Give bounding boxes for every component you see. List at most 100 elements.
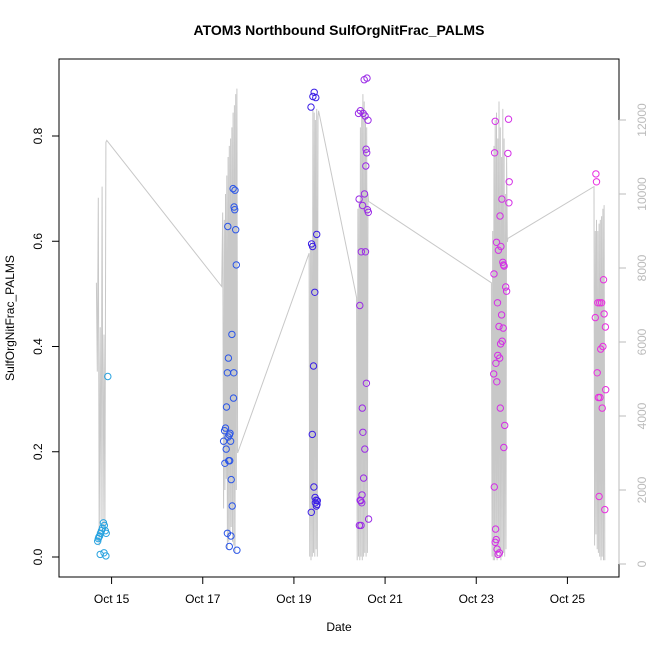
data-point (595, 492, 603, 501)
data-point (496, 354, 504, 362)
y2-tick-label: 2000 (635, 476, 649, 503)
data-point (356, 301, 364, 310)
data-point (313, 497, 321, 505)
data-point (228, 502, 236, 510)
data-point (602, 386, 610, 394)
data-point (594, 299, 602, 307)
data-point (219, 437, 228, 445)
data-point (490, 149, 499, 157)
data-point (312, 93, 320, 102)
data-point (228, 330, 236, 339)
data-point (358, 201, 367, 210)
y-axis: 0.0 0.2 0.4 0.6 0.8 (31, 127, 60, 565)
data-point (308, 242, 317, 251)
data-point (226, 437, 235, 445)
data-point (497, 311, 506, 319)
data-point (363, 149, 371, 157)
x-tick-label: Oct 17 (185, 592, 221, 606)
data-point (229, 184, 237, 193)
y2-tick-label: 4000 (635, 402, 649, 429)
altitude-series-line (95, 88, 606, 561)
data-point (495, 322, 503, 331)
data-point (358, 499, 366, 507)
x-tick-label: Oct 23 (459, 592, 495, 606)
data-point (95, 533, 103, 541)
y2-tick-label: 6000 (635, 328, 649, 355)
data-point (498, 337, 506, 345)
data-point (94, 537, 102, 545)
data-point (504, 115, 513, 123)
data-point (104, 372, 112, 381)
data-point (502, 283, 510, 291)
data-point (490, 483, 498, 491)
data-point (505, 178, 513, 186)
y2-tick-label: 10000 (635, 177, 649, 211)
data-point (311, 288, 319, 296)
data-point (102, 529, 110, 537)
y-axis-label: SulfOrgNitFrac_PALMS (3, 255, 17, 381)
data-point (226, 429, 234, 437)
data-point (310, 88, 318, 97)
y2-tick-label: 8000 (635, 254, 649, 281)
data-point (364, 116, 372, 124)
data-point (227, 532, 235, 540)
data-point (221, 424, 230, 432)
altitude-line-layer (95, 88, 606, 561)
data-point (592, 178, 601, 186)
y2-tick-label: 12000 (635, 103, 649, 137)
data-point (495, 549, 504, 557)
data-point (362, 162, 370, 170)
data-point (505, 199, 513, 207)
data-point (363, 74, 371, 82)
data-point (232, 226, 240, 234)
y-tick-label: 0.0 (31, 548, 45, 565)
data-point (493, 545, 501, 553)
data-point (362, 379, 371, 387)
data-point (497, 242, 505, 251)
x-tick-label: Oct 19 (276, 592, 312, 606)
data-point (592, 170, 600, 178)
data-point (491, 117, 499, 126)
data-point (493, 299, 502, 307)
data-point (226, 457, 234, 465)
y-tick-label: 0.6 (31, 233, 45, 250)
data-point (361, 248, 370, 256)
data-point (364, 208, 372, 217)
x-axis: Oct 15 Oct 17 Oct 19 Oct 21 Oct 23 Oct 25 (94, 576, 585, 606)
data-point (102, 552, 110, 560)
data-point (597, 345, 605, 353)
data-point (591, 313, 599, 322)
data-point (493, 378, 501, 386)
data-point (357, 248, 365, 256)
x-tick-label: Oct 21 (367, 592, 403, 606)
data-point (600, 310, 608, 318)
data-point (311, 499, 320, 507)
data-point (231, 206, 239, 214)
y-tick-label: 0.2 (31, 443, 45, 460)
data-point (224, 222, 232, 231)
data-point (599, 276, 608, 284)
data-point (596, 299, 604, 307)
data-point (594, 393, 603, 402)
data-point (313, 230, 321, 239)
data-point (233, 546, 241, 554)
data-point (225, 542, 234, 551)
data-point (362, 145, 370, 153)
data-point (230, 203, 238, 211)
data-point (490, 270, 498, 278)
data-point (494, 550, 502, 559)
data-point (504, 149, 512, 158)
x-axis-label: Date (326, 620, 352, 634)
data-point (309, 362, 318, 370)
data-point (491, 538, 499, 546)
data-point (494, 246, 503, 254)
data-point (310, 483, 318, 491)
data-point (500, 262, 508, 270)
data-point (601, 505, 609, 514)
data-point (359, 474, 368, 482)
y2-axis: 0 2000 4000 6000 8000 10000 12000 (618, 103, 649, 567)
plot-frame (58, 58, 620, 578)
data-point (229, 394, 238, 402)
data-point (361, 445, 369, 453)
